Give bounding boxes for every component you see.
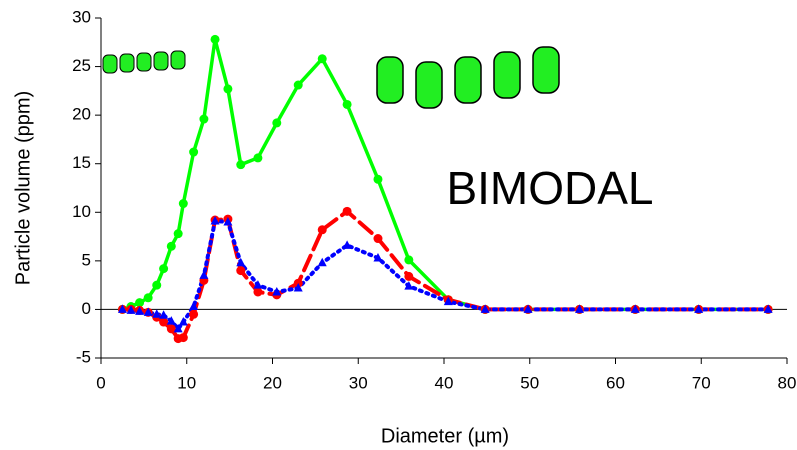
marker — [166, 316, 176, 325]
marker — [630, 304, 640, 313]
marker — [253, 287, 263, 297]
large-chain-icon — [376, 46, 560, 109]
marker — [159, 317, 169, 327]
marker — [443, 296, 453, 306]
y-tick-label: 20 — [72, 105, 91, 124]
y-tick-label: 25 — [72, 56, 91, 75]
marker — [143, 293, 153, 303]
y-tick-label: -5 — [76, 347, 91, 366]
marker — [694, 304, 704, 313]
marker — [189, 147, 199, 157]
marker — [143, 307, 153, 316]
marker — [404, 271, 414, 281]
x-tick-label: 80 — [778, 373, 797, 392]
marker — [199, 114, 209, 124]
marker — [223, 217, 233, 226]
marker — [763, 304, 773, 313]
marker — [236, 257, 246, 267]
x-tick-label: 40 — [435, 373, 454, 392]
y-tick-label: 0 — [82, 299, 91, 318]
y-tick-label: 15 — [72, 153, 91, 172]
y-tick-label: 10 — [72, 202, 91, 221]
marker — [117, 304, 127, 313]
series-line — [120, 208, 771, 341]
marker — [173, 229, 183, 239]
y-axis-label: Particle volume (ppm) — [12, 91, 34, 286]
marker — [135, 306, 145, 315]
x-tick-label: 60 — [606, 373, 625, 392]
marker — [178, 333, 188, 343]
marker — [342, 99, 352, 109]
marker — [126, 305, 136, 314]
y-tick-label: 5 — [82, 250, 91, 269]
marker — [272, 118, 282, 128]
x-tick-label: 0 — [96, 373, 105, 392]
marker — [317, 257, 327, 267]
marker — [135, 298, 145, 308]
marker — [152, 309, 162, 318]
marker — [293, 283, 303, 292]
marker — [373, 234, 383, 244]
x-axis-label: Diameter (µm) — [381, 425, 509, 447]
x-tick-label: 10 — [177, 373, 196, 392]
marker — [342, 206, 352, 216]
marker — [253, 153, 263, 163]
marker — [404, 281, 414, 290]
marker — [178, 199, 188, 209]
marker — [253, 280, 263, 289]
marker — [223, 84, 233, 94]
marker — [210, 34, 220, 44]
marker — [199, 270, 209, 279]
marker — [317, 54, 327, 64]
marker — [523, 304, 533, 313]
series-line — [120, 218, 771, 333]
y-tick-label: 30 — [72, 7, 91, 26]
x-tick-label: 20 — [263, 373, 282, 392]
marker — [373, 252, 383, 262]
marker — [236, 160, 246, 170]
marker — [189, 301, 199, 311]
marker — [166, 324, 176, 334]
marker — [178, 317, 188, 326]
small-chain-icon — [102, 50, 186, 74]
marker — [293, 80, 303, 90]
marker — [159, 310, 169, 319]
marker — [152, 280, 162, 290]
x-tick-label: 50 — [520, 373, 539, 392]
marker — [317, 225, 327, 235]
marker — [189, 309, 199, 319]
marker — [236, 266, 246, 276]
marker — [166, 241, 176, 251]
annotation: BIMODAL — [446, 162, 653, 214]
marker — [173, 323, 183, 333]
marker — [404, 255, 414, 265]
marker — [210, 216, 220, 225]
marker — [159, 264, 169, 274]
x-tick-label: 70 — [692, 373, 711, 392]
marker — [480, 304, 490, 313]
marker — [342, 240, 352, 249]
series-line — [120, 38, 770, 312]
marker — [373, 174, 383, 184]
marker — [272, 286, 282, 296]
x-tick-label: 30 — [349, 373, 368, 392]
marker — [574, 304, 584, 313]
